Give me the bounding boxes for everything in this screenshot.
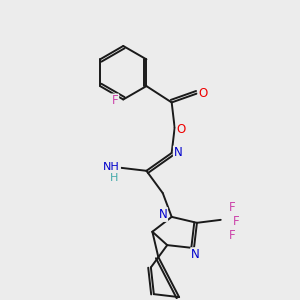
Text: F: F xyxy=(233,215,239,228)
Text: N: N xyxy=(174,146,183,160)
Text: N: N xyxy=(191,248,200,261)
Text: O: O xyxy=(177,123,186,136)
Text: NH: NH xyxy=(103,162,120,172)
Text: F: F xyxy=(229,201,235,214)
Text: H: H xyxy=(110,173,118,183)
Text: F: F xyxy=(112,94,118,107)
Text: O: O xyxy=(198,87,208,100)
Text: N: N xyxy=(158,208,167,221)
Text: F: F xyxy=(229,229,235,242)
